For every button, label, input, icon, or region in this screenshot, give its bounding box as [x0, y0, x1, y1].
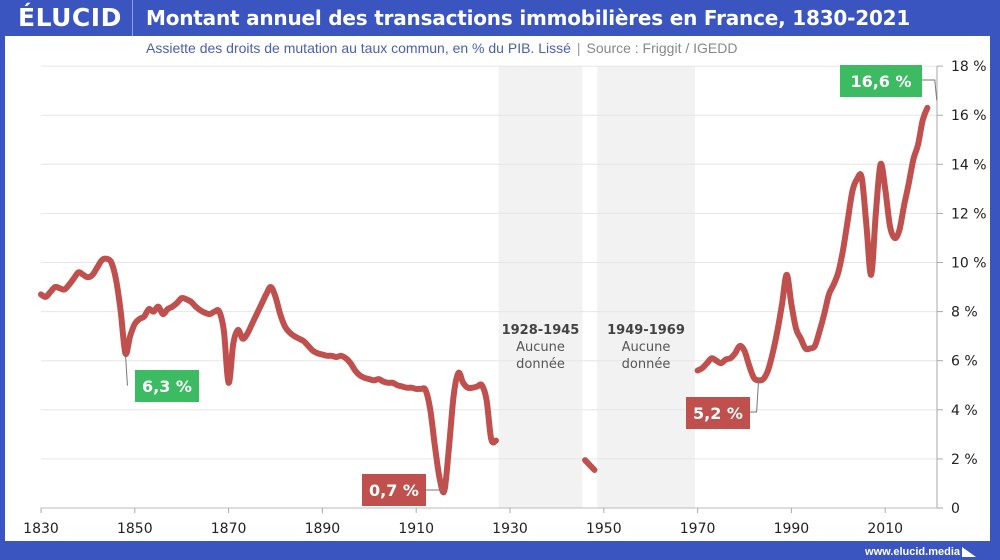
y-tick-label: 2 %: [951, 452, 978, 468]
callout-label: 0,7 %: [369, 481, 419, 500]
axes: 0 2 % 4 % 6 % 8 % 10 % 12 % 14 % 16 % 18 % 1830 185…: [23, 59, 986, 537]
elucid-flag-icon: [962, 547, 976, 557]
x-tick-label: 2010: [867, 521, 903, 537]
y-tick-label: 14 %: [951, 157, 987, 173]
x-tick-label: 1910: [398, 521, 434, 537]
y-tick-label: 12 %: [951, 206, 987, 222]
data-lines: [38, 104, 931, 496]
x-tick-label: 1930: [492, 521, 528, 537]
series-line-segment: [38, 255, 499, 496]
no-data-band: [498, 66, 583, 508]
chart-title: Montant annuel des transactions immobili…: [146, 6, 911, 30]
band-label-years: 1928-1945: [502, 323, 580, 338]
subtitle-separator: |: [576, 40, 581, 56]
header-divider: [132, 0, 133, 36]
y-tick-label: 8 %: [951, 305, 978, 321]
band-labels: 1928-1945 Aucune donnée 1949-1969 Aucune donn…: [502, 323, 685, 372]
x-tick-label: 1970: [680, 521, 716, 537]
x-tick-label: 1890: [305, 521, 341, 537]
y-tick-label: 16 %: [951, 108, 987, 124]
y-tick-label: 18 %: [951, 59, 987, 75]
series-line-segment: [582, 457, 598, 473]
x-tick-label: 1990: [774, 521, 810, 537]
band-label-line1: Aucune: [622, 340, 671, 355]
y-tick-label: 6 %: [951, 354, 978, 370]
y-tick-label: 10 %: [951, 256, 987, 272]
callouts: 6,3 % 0,7 % 5,2 % 16,6 %: [124, 65, 938, 506]
callout-leader: [426, 489, 445, 492]
callout-label: 16,6 %: [850, 72, 911, 91]
callout-box: [135, 370, 199, 402]
callout-box: [362, 474, 426, 506]
callout-box: [686, 397, 750, 429]
no-data-band: [597, 66, 695, 508]
band-label-line1: Aucune: [516, 340, 565, 355]
chart-subtitle: Assiette des droits de mutation au taux …: [146, 40, 737, 56]
x-tick-label: 1850: [117, 521, 153, 537]
callout-label: 5,2 %: [693, 404, 743, 423]
callout-label: 6,3 %: [142, 377, 192, 396]
footer-url[interactable]: www.elucid.media: [865, 546, 960, 558]
callout-leader: [922, 79, 938, 101]
shaded-bands: [498, 66, 695, 508]
callout-leader: [750, 380, 760, 413]
y-tick-label: 4 %: [951, 403, 978, 419]
x-tick-label: 1950: [586, 521, 622, 537]
band-label-line2: donnée: [622, 357, 671, 372]
y-tick-label: 0: [951, 501, 960, 517]
callout-box: [840, 65, 922, 97]
source-text: Source : Friggit / IGEDD: [586, 40, 738, 56]
subtitle-text: Assiette des droits de mutation au taux …: [146, 40, 571, 56]
chart-panel: [5, 36, 990, 541]
x-tick-label: 1830: [23, 521, 59, 537]
elucid-logo: ÉLUCID: [18, 3, 122, 32]
series-line-segment: [694, 104, 931, 384]
x-tick-label: 1870: [211, 521, 247, 537]
band-label-line2: donnée: [516, 357, 565, 372]
header-bar: ÉLUCID Montant annuel des transactions i…: [0, 0, 1000, 36]
callout-leader: [124, 353, 128, 386]
band-label-years: 1949-1969: [607, 323, 685, 338]
